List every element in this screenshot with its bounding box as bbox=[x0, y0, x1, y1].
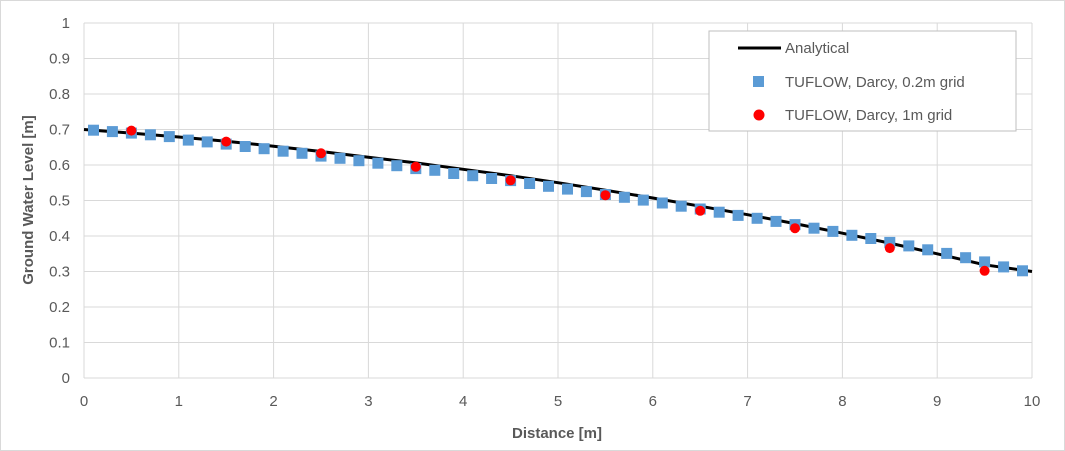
y-tick-label: 0.8 bbox=[49, 86, 70, 103]
data-point-square bbox=[713, 206, 725, 218]
data-point-square bbox=[429, 164, 441, 176]
data-point-square bbox=[865, 233, 877, 244]
data-point-square bbox=[770, 215, 782, 227]
x-tick-label: 6 bbox=[649, 393, 657, 410]
data-point-square bbox=[334, 152, 346, 164]
data-point-circle bbox=[221, 136, 232, 147]
x-tick-label: 1 bbox=[175, 393, 183, 410]
y-tick-label: 0.3 bbox=[49, 264, 70, 281]
legend-marker-circle bbox=[753, 109, 765, 121]
data-point-circle bbox=[979, 265, 990, 276]
x-tick-label: 2 bbox=[269, 393, 277, 410]
x-tick-label: 10 bbox=[1024, 393, 1041, 410]
data-point-square bbox=[846, 229, 858, 241]
legend-label-1m-grid: TUFLOW, Darcy, 1m grid bbox=[785, 107, 952, 124]
data-point-square bbox=[239, 141, 251, 152]
legend-label-0-2m-grid: TUFLOW, Darcy, 0.2m grid bbox=[785, 74, 965, 91]
data-point-square bbox=[979, 256, 991, 268]
data-point-square bbox=[182, 134, 194, 146]
data-point-circle bbox=[884, 243, 895, 254]
data-point-square bbox=[1017, 265, 1028, 277]
y-tick-label: 0.5 bbox=[49, 193, 70, 210]
data-point-square bbox=[618, 191, 630, 203]
y-tick-label: 0.4 bbox=[49, 228, 70, 245]
y-axis-title: Ground Water Level [m] bbox=[20, 115, 37, 284]
data-point-square bbox=[808, 222, 820, 234]
data-point-square bbox=[144, 129, 156, 141]
x-tick-label: 4 bbox=[459, 393, 467, 410]
y-tick-label: 0.6 bbox=[49, 157, 70, 174]
x-tick-label: 0 bbox=[80, 393, 88, 410]
data-point-square bbox=[675, 200, 687, 212]
y-tick-label: 1 bbox=[62, 15, 70, 32]
x-axis-title: Distance [m] bbox=[512, 425, 602, 442]
data-point-square bbox=[353, 155, 365, 167]
data-point-square bbox=[448, 168, 460, 179]
y-tick-label: 0.2 bbox=[49, 299, 70, 316]
data-point-square bbox=[903, 240, 915, 252]
x-tick-label: 9 bbox=[933, 393, 941, 410]
data-point-square bbox=[296, 147, 308, 159]
data-point-circle bbox=[316, 148, 326, 159]
data-point-square bbox=[88, 124, 99, 136]
data-point-circle bbox=[505, 175, 516, 186]
data-point-square bbox=[562, 183, 573, 195]
x-tick-label: 7 bbox=[743, 393, 751, 410]
y-axis-tick-labels: 0 0.1 0.2 0.3 0.4 0.5 0.6 0.7 0.8 0.9 1 bbox=[49, 15, 70, 387]
legend-label-analytical: Analytical bbox=[785, 40, 849, 57]
data-point-square bbox=[486, 173, 498, 184]
data-point-square bbox=[524, 178, 536, 189]
data-point-square bbox=[637, 194, 649, 206]
data-point-square bbox=[751, 212, 763, 224]
y-tick-label: 0.9 bbox=[49, 51, 70, 68]
data-point-circle bbox=[790, 223, 800, 234]
data-point-square bbox=[543, 180, 554, 192]
data-point-square bbox=[580, 186, 592, 198]
legend: Analytical TUFLOW, Darcy, 0.2m grid TUFL… bbox=[708, 30, 1017, 132]
data-point-square bbox=[960, 252, 972, 264]
x-tick-label: 5 bbox=[554, 393, 562, 410]
data-point-circle bbox=[126, 125, 137, 136]
data-point-square bbox=[201, 136, 213, 148]
data-point-square bbox=[656, 197, 668, 209]
data-point-circle bbox=[600, 190, 611, 201]
data-point-square bbox=[258, 143, 270, 155]
y-tick-label: 0.1 bbox=[49, 335, 70, 352]
x-tick-label: 3 bbox=[364, 393, 372, 410]
data-point-square bbox=[922, 244, 934, 256]
data-point-circle bbox=[410, 161, 421, 172]
data-point-square bbox=[998, 261, 1010, 273]
legend-marker-square bbox=[753, 76, 764, 87]
plot-series bbox=[83, 124, 1033, 277]
data-point-square bbox=[391, 160, 403, 172]
data-point-square bbox=[106, 126, 118, 138]
y-tick-label: 0 bbox=[62, 370, 70, 387]
data-point-circle bbox=[695, 205, 706, 216]
y-tick-label: 0.7 bbox=[49, 122, 70, 139]
x-axis-tick-labels: 0 1 2 3 4 5 6 7 8 9 10 bbox=[80, 393, 1041, 410]
data-point-square bbox=[732, 209, 744, 221]
data-point-square bbox=[941, 247, 953, 259]
data-point-square bbox=[277, 145, 289, 157]
data-point-square bbox=[884, 236, 896, 248]
data-point-square bbox=[827, 225, 839, 237]
data-point-square bbox=[372, 157, 384, 169]
x-tick-label: 8 bbox=[838, 393, 846, 410]
data-point-square bbox=[163, 131, 175, 143]
data-point-square bbox=[467, 170, 479, 182]
